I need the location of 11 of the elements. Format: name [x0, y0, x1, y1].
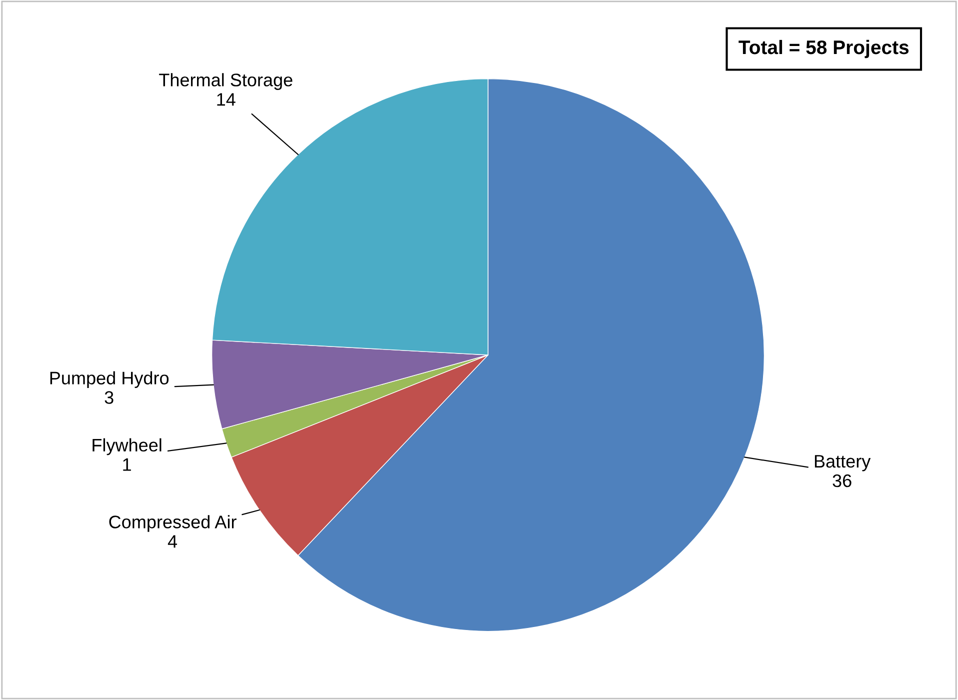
- text: Total = 58 Projects: [738, 40, 909, 58]
- data-label: 3: [104, 391, 114, 404]
- slice-label: Pumped Hydro: [50, 371, 169, 388]
- data-label: 1: [123, 458, 131, 471]
- data-label: 4: [168, 535, 178, 548]
- slice-label: Thermal Storage: [159, 73, 292, 90]
- slice-label: Flywheel: [92, 438, 162, 456]
- data-label: 36: [832, 474, 852, 488]
- slice-label: Compressed Air: [109, 515, 236, 532]
- slice-label: Battery: [814, 455, 871, 472]
- data-label: 14: [217, 93, 236, 106]
